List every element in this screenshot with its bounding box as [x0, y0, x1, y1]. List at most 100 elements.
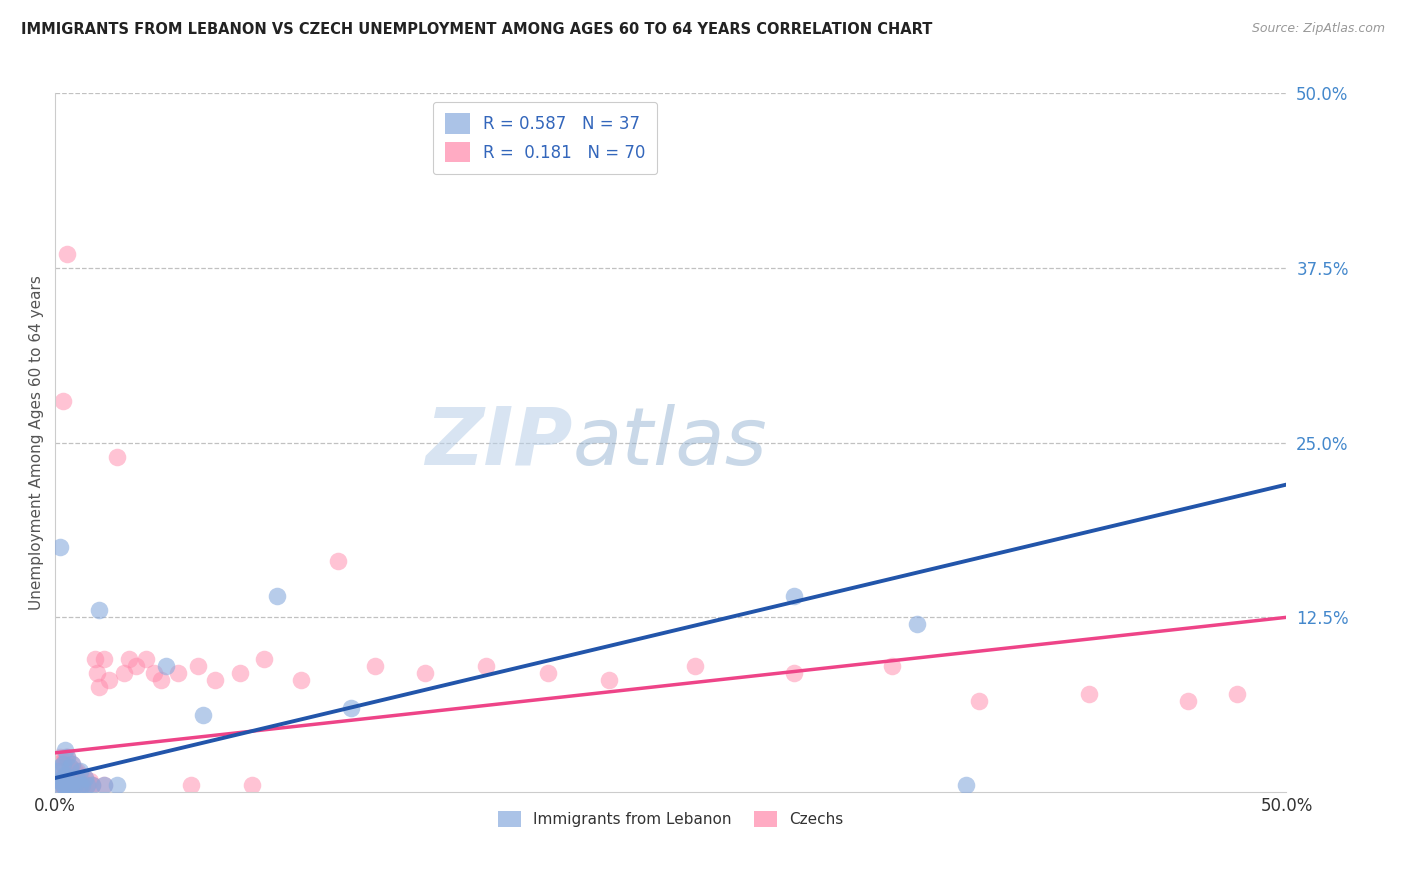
Point: [82, 778, 104, 792]
Point: [89, 603, 111, 617]
Point: [59, 760, 82, 774]
Point: [105, 450, 128, 464]
Point: [56, 750, 79, 764]
Point: [240, 778, 263, 792]
Point: [1226, 687, 1249, 701]
Point: [53, 771, 76, 785]
Point: [53, 778, 76, 792]
Point: [46, 757, 69, 772]
Point: [53, 750, 76, 764]
Point: [105, 778, 128, 792]
Point: [598, 673, 620, 688]
Point: [51, 778, 73, 792]
Point: [69, 778, 91, 792]
Point: [290, 673, 312, 688]
Point: [72, 778, 94, 792]
Point: [51, 757, 73, 772]
Text: Source: ZipAtlas.com: Source: ZipAtlas.com: [1251, 22, 1385, 36]
Y-axis label: Unemployment Among Ages 60 to 64 years: Unemployment Among Ages 60 to 64 years: [30, 276, 44, 610]
Point: [125, 659, 148, 673]
Point: [51, 757, 73, 772]
Point: [53, 768, 76, 782]
Point: [73, 771, 96, 785]
Point: [66, 771, 89, 785]
Point: [685, 659, 707, 673]
Point: [63, 778, 86, 792]
Point: [56, 771, 79, 785]
Point: [53, 743, 76, 757]
Point: [905, 617, 928, 632]
Point: [69, 778, 91, 792]
Point: [59, 778, 82, 792]
Point: [63, 778, 86, 792]
Point: [49, 750, 72, 764]
Point: [56, 778, 79, 792]
Point: [49, 771, 72, 785]
Point: [51, 393, 73, 408]
Text: atlas: atlas: [572, 404, 768, 482]
Text: ZIP: ZIP: [425, 404, 572, 482]
Point: [62, 778, 84, 792]
Point: [328, 554, 350, 568]
Point: [49, 773, 72, 788]
Point: [967, 694, 990, 708]
Point: [475, 659, 498, 673]
Point: [63, 764, 86, 778]
Text: IMMIGRANTS FROM LEBANON VS CZECH UNEMPLOYMENT AMONG AGES 60 TO 64 YEARS CORRELAT: IMMIGRANTS FROM LEBANON VS CZECH UNEMPLO…: [21, 22, 932, 37]
Point: [46, 778, 69, 792]
Point: [537, 666, 560, 681]
Point: [112, 666, 135, 681]
Point: [49, 541, 72, 555]
Point: [89, 680, 111, 694]
Point: [253, 652, 276, 666]
Point: [155, 659, 177, 673]
Point: [73, 771, 96, 785]
Point: [93, 778, 115, 792]
Point: [882, 659, 904, 673]
Point: [783, 666, 806, 681]
Point: [783, 590, 806, 604]
Point: [187, 659, 209, 673]
Point: [56, 768, 79, 782]
Point: [51, 771, 73, 785]
Point: [191, 708, 214, 723]
Point: [56, 750, 79, 764]
Point: [339, 701, 361, 715]
Point: [82, 778, 104, 792]
Legend: Immigrants from Lebanon, Czechs: Immigrants from Lebanon, Czechs: [492, 805, 849, 833]
Point: [56, 778, 79, 792]
Point: [51, 778, 73, 792]
Point: [53, 778, 76, 792]
Point: [49, 760, 72, 774]
Point: [62, 757, 84, 772]
Point: [364, 659, 387, 673]
Point: [56, 247, 79, 261]
Point: [49, 778, 72, 792]
Point: [69, 778, 91, 792]
Point: [98, 673, 121, 688]
Point: [62, 771, 84, 785]
Point: [79, 773, 101, 788]
Point: [413, 666, 436, 681]
Point: [167, 666, 190, 681]
Point: [62, 757, 84, 772]
Point: [46, 764, 69, 778]
Point: [1078, 687, 1101, 701]
Point: [69, 768, 91, 782]
Point: [93, 652, 115, 666]
Point: [46, 778, 69, 792]
Point: [76, 778, 98, 792]
Point: [69, 764, 91, 778]
Point: [93, 778, 115, 792]
Point: [49, 778, 72, 792]
Point: [59, 778, 82, 792]
Point: [53, 778, 76, 792]
Point: [150, 673, 173, 688]
Point: [66, 764, 89, 778]
Point: [229, 666, 252, 681]
Point: [51, 771, 73, 785]
Point: [66, 778, 89, 792]
Point: [59, 760, 82, 774]
Point: [266, 590, 288, 604]
Point: [118, 652, 141, 666]
